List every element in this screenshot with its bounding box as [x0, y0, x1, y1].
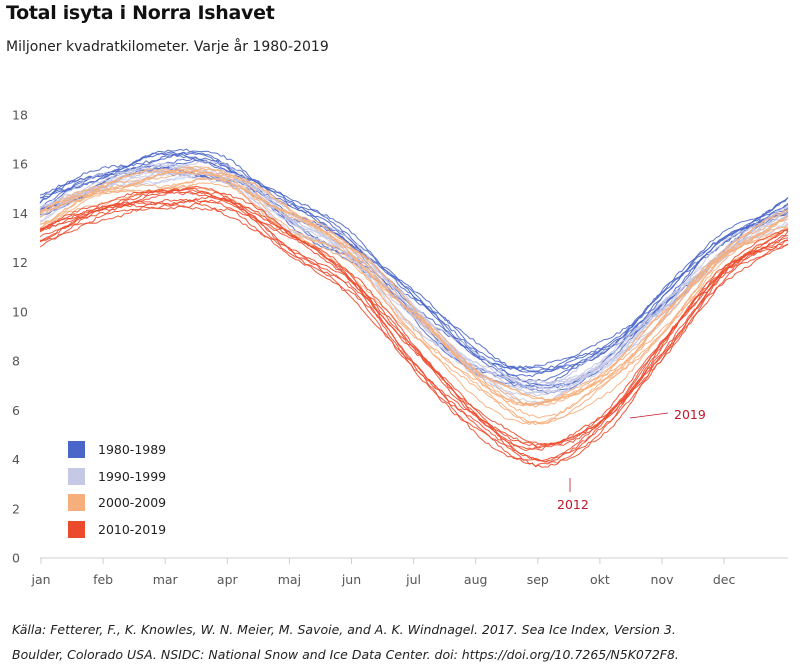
series-line-1980-1989 [39, 159, 789, 388]
series-line-1980-1989 [39, 151, 789, 370]
legend-swatch [68, 494, 85, 512]
x-tick-label: jul [405, 572, 421, 587]
source-line-2: Boulder, Colorado USA. NSIDC: National S… [12, 647, 679, 662]
x-tick-label: aug [464, 572, 488, 587]
legend-label: 1980-1989 [98, 441, 167, 457]
series-line-2010-2019 [39, 185, 789, 452]
series-line-1990-1999 [39, 168, 789, 397]
chart-title: Total isyta i Norra Ishavet [6, 2, 275, 24]
series-line-2000-2009 [39, 167, 789, 408]
legend-swatch [68, 467, 85, 485]
annotations: 2019 2012 [557, 407, 706, 512]
x-tick-label: mar [153, 572, 179, 587]
x-tick-label: sep [527, 572, 549, 587]
legend-item-2000-2009: 2000-2009 [68, 489, 166, 516]
chart-subtitle: Miljoner kvadratkilometer. Varje år 1980… [6, 39, 329, 55]
annotation-2019-leader [629, 412, 669, 419]
x-tick-label: dec [713, 572, 736, 587]
x-tick-label: okt [590, 572, 610, 587]
y-tick-label: 8 [12, 354, 20, 369]
legend-label: 2000-2009 [98, 495, 167, 511]
y-tick-label: 14 [12, 206, 28, 221]
x-tick-label: jan [30, 572, 50, 587]
y-tick-label: 0 [12, 551, 20, 566]
x-tick-label: feb [93, 572, 113, 587]
series-line-2000-2009 [39, 182, 789, 425]
annotation-2019: 2019 [674, 407, 706, 422]
series-line-2000-2009 [39, 177, 789, 419]
y-tick-label: 6 [12, 403, 20, 418]
series-line-2000-2009 [39, 168, 789, 406]
series-line-2010-2019 [39, 187, 789, 450]
legend-item-1980-1989: 1980-1989 [68, 436, 166, 463]
series-line-2010-2019 [39, 188, 789, 447]
annotation-2012: 2012 [557, 497, 589, 512]
series-line-2000-2009 [39, 168, 789, 402]
series-line-1990-1999 [39, 162, 789, 384]
y-tick-label: 16 [12, 157, 28, 172]
y-tick-label: 4 [12, 452, 20, 467]
y-tick-label: 12 [12, 255, 28, 270]
legend-item-2010-2019: 2010-2019 [68, 516, 166, 543]
series-line-1980-1989 [39, 148, 789, 369]
x-tick-label: apr [217, 572, 239, 587]
x-tick-label: maj [278, 572, 301, 587]
series-line-1990-1999 [39, 166, 789, 396]
legend-item-1990-1999: 1990-1999 [68, 463, 166, 490]
x-tick-label: nov [651, 572, 675, 587]
x-tick-label: jun [341, 572, 361, 587]
legend-label: 1990-1999 [98, 468, 167, 484]
series-line-2000-2009 [39, 170, 789, 402]
series-lines [39, 148, 789, 468]
series-line-2010-2019 [39, 200, 789, 464]
source-line-1: Källa: Fetterer, F., K. Knowles, W. N. M… [12, 622, 676, 637]
y-tick-label: 18 [12, 108, 28, 123]
y-tick-label: 10 [12, 304, 28, 319]
legend-swatch [68, 520, 85, 538]
legend-label: 2010-2019 [98, 521, 167, 537]
series-line-1980-1989 [39, 166, 789, 389]
y-tick-label: 2 [12, 501, 20, 516]
legend: 1980-1989 1990-1999 2000-2009 2010-2019 [68, 436, 166, 543]
series-line-2010-2019 [39, 195, 789, 463]
axes: 0 2 4 6 8 10 12 14 16 18 jan feb mar apr maj jun jul aug s… [12, 108, 788, 587]
series-line-1980-1989 [39, 152, 789, 378]
legend-swatch [68, 440, 85, 458]
